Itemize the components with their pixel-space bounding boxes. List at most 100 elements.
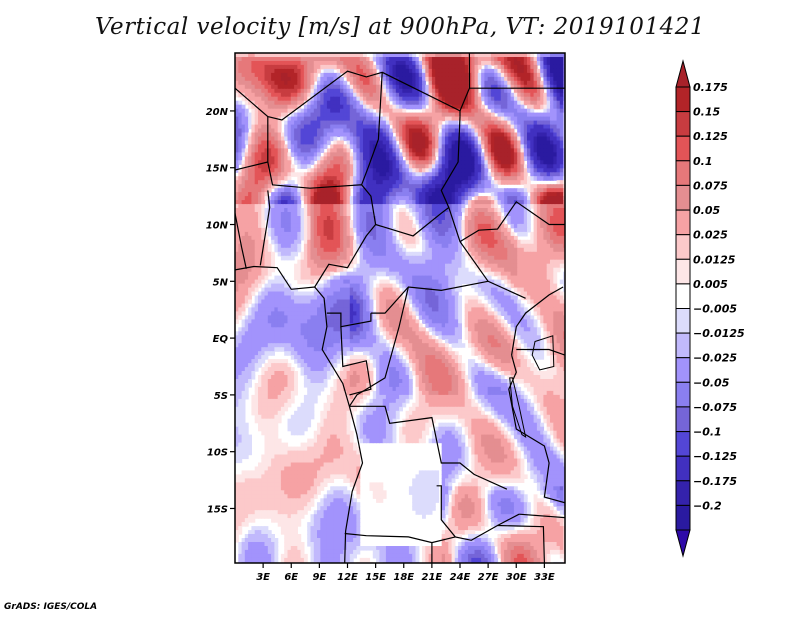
field-cell xyxy=(510,124,515,130)
field-cell xyxy=(494,61,499,66)
field-cell xyxy=(527,148,531,153)
field-cell xyxy=(326,168,331,173)
field-cell xyxy=(336,68,341,74)
field-cell xyxy=(336,112,341,118)
field-cell xyxy=(300,212,305,217)
field-cell xyxy=(310,61,315,66)
field-cell xyxy=(300,152,305,157)
field-cell xyxy=(336,196,341,201)
field-cell xyxy=(481,88,485,94)
field-cell xyxy=(297,196,302,201)
field-cell xyxy=(303,96,308,102)
field-cell xyxy=(320,128,325,134)
field-cell xyxy=(359,200,364,205)
field-cell xyxy=(389,140,394,146)
field-cell xyxy=(461,88,466,94)
field-cell xyxy=(267,188,272,193)
field-cell xyxy=(481,168,485,173)
field-cell xyxy=(477,251,482,257)
field-cell xyxy=(513,140,518,146)
field-cell xyxy=(238,76,243,82)
field-cell xyxy=(481,120,485,126)
field-cell xyxy=(563,124,565,130)
field-cell xyxy=(330,108,335,114)
field-cell xyxy=(474,239,479,245)
field-cell xyxy=(258,72,262,78)
field-cell xyxy=(500,112,505,118)
field-cell xyxy=(274,227,279,233)
field-cell xyxy=(359,88,364,94)
field-cell xyxy=(317,144,321,149)
field-cell xyxy=(356,140,361,146)
field-cell xyxy=(487,152,492,157)
field-cell xyxy=(428,231,433,237)
field-cell xyxy=(379,108,384,114)
field-cell xyxy=(402,227,407,233)
field-cell xyxy=(533,148,538,153)
field-cell xyxy=(481,172,485,177)
field-cell xyxy=(238,128,243,134)
field-cell xyxy=(310,184,315,189)
field-cell xyxy=(261,64,266,70)
field-cell xyxy=(490,76,495,82)
field-cell xyxy=(313,76,318,82)
field-cell xyxy=(494,80,499,86)
field-cell xyxy=(540,72,545,78)
field-cell xyxy=(431,251,436,257)
field-cell xyxy=(435,53,440,58)
field-cell xyxy=(313,204,318,209)
field-cell xyxy=(477,204,482,209)
field-cell xyxy=(563,247,565,253)
field-cell xyxy=(484,160,489,165)
field-cell xyxy=(523,212,528,217)
field-cell xyxy=(471,208,476,213)
field-cell xyxy=(356,100,361,106)
field-cell xyxy=(464,184,469,189)
field-cell xyxy=(356,200,361,205)
field-cell xyxy=(454,152,459,157)
field-cell xyxy=(349,84,354,90)
field-cell xyxy=(412,156,417,161)
field-cell xyxy=(320,116,325,122)
field-cell xyxy=(251,235,256,241)
field-cell xyxy=(297,227,302,233)
field-cell xyxy=(536,72,541,78)
field-cell xyxy=(415,124,420,130)
field-cell xyxy=(336,200,341,205)
field-cell xyxy=(369,231,374,237)
field-cell xyxy=(343,61,348,66)
field-cell xyxy=(389,227,394,233)
field-cell xyxy=(392,72,397,78)
field-cell xyxy=(284,92,289,98)
field-cell xyxy=(543,64,548,70)
field-cell xyxy=(389,200,394,205)
field-cell xyxy=(550,61,554,66)
field-cell xyxy=(317,152,321,157)
field-cell xyxy=(395,64,400,70)
field-cell xyxy=(533,84,538,90)
field-cell xyxy=(349,76,354,82)
field-cell xyxy=(349,96,354,102)
field-cell xyxy=(389,176,394,181)
field-cell xyxy=(448,160,453,165)
field-cell xyxy=(241,116,246,122)
field-cell xyxy=(287,231,292,237)
field-cell xyxy=(418,144,423,149)
field-cell xyxy=(343,204,348,209)
field-cell xyxy=(333,116,338,122)
field-cell xyxy=(363,132,367,138)
field-cell xyxy=(369,216,374,221)
field-cell xyxy=(323,220,328,225)
field-cell xyxy=(408,227,413,233)
field-cell xyxy=(517,247,522,253)
field-cell xyxy=(507,64,512,70)
field-cell xyxy=(422,57,426,62)
field-cell xyxy=(553,231,558,237)
field-cell xyxy=(254,251,259,257)
field-cell xyxy=(241,231,246,237)
field-cell xyxy=(546,96,551,102)
field-cell xyxy=(487,100,492,106)
field-cell xyxy=(372,164,377,169)
field-cell xyxy=(307,239,312,245)
field-cell xyxy=(543,216,548,221)
